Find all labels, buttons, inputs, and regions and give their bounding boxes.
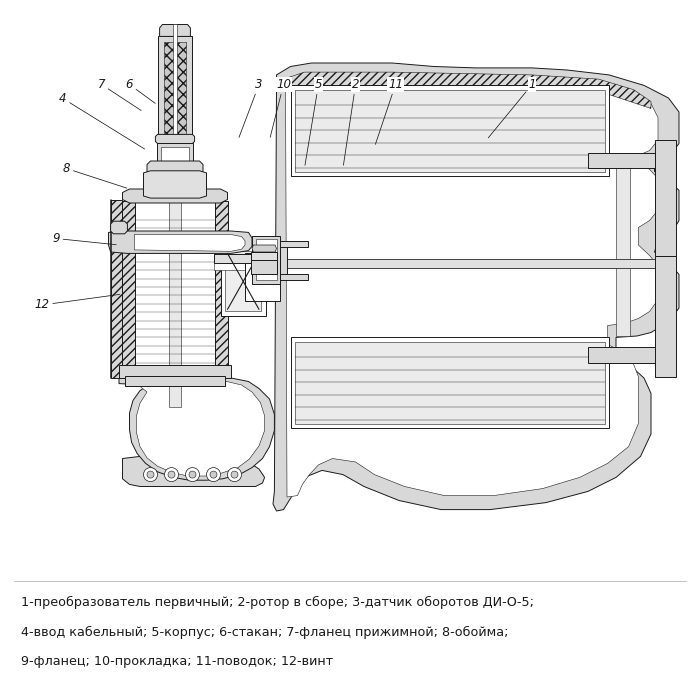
Bar (158, 36, 192, 140)
Bar (256, 239, 276, 280)
Bar (157, 144, 193, 168)
Ellipse shape (147, 471, 154, 478)
Bar (220, 246, 266, 316)
Bar (225, 251, 261, 312)
Polygon shape (134, 234, 245, 251)
Bar (245, 253, 280, 301)
Bar (295, 90, 605, 172)
Ellipse shape (186, 468, 199, 482)
Text: 4: 4 (60, 92, 145, 149)
Text: 9-фланец; 10-прокладка; 11-поводок; 12-винт: 9-фланец; 10-прокладка; 11-поводок; 12-в… (21, 655, 333, 668)
Polygon shape (147, 161, 203, 175)
Text: 12: 12 (34, 295, 120, 312)
Text: 5: 5 (305, 78, 322, 165)
Bar (251, 260, 277, 274)
Polygon shape (286, 72, 651, 108)
Polygon shape (111, 221, 127, 234)
Polygon shape (155, 134, 195, 144)
Text: 11: 11 (375, 78, 403, 144)
Bar (161, 147, 189, 164)
Bar (173, 25, 177, 140)
Bar (169, 168, 181, 407)
Polygon shape (273, 63, 679, 511)
Polygon shape (252, 245, 276, 252)
Bar (654, 140, 675, 256)
Bar (125, 376, 225, 386)
Text: 9: 9 (52, 232, 116, 245)
Ellipse shape (231, 471, 238, 478)
Bar (164, 42, 186, 134)
Ellipse shape (144, 468, 158, 482)
Polygon shape (144, 171, 206, 198)
Bar (251, 252, 277, 260)
Text: 7: 7 (98, 78, 141, 111)
Polygon shape (286, 74, 658, 497)
Text: 1: 1 (489, 78, 536, 138)
Bar (276, 259, 672, 268)
Polygon shape (111, 199, 122, 378)
Ellipse shape (164, 468, 178, 482)
Bar (616, 164, 630, 336)
Text: 10: 10 (270, 78, 291, 137)
Ellipse shape (206, 468, 220, 482)
Text: 2: 2 (344, 78, 359, 165)
Bar (295, 342, 605, 424)
Bar (276, 241, 308, 247)
Bar (276, 241, 287, 280)
Bar (252, 236, 280, 284)
Text: 1-преобразователь первичный; 2-ротор в сборе; 3-датчик оборотов ДИ-О-5;: 1-преобразователь первичный; 2-ротор в с… (21, 596, 534, 610)
Ellipse shape (210, 471, 217, 478)
Bar (119, 365, 231, 378)
Ellipse shape (168, 471, 175, 478)
Bar (214, 254, 280, 270)
Polygon shape (119, 378, 274, 480)
Polygon shape (160, 25, 190, 36)
Bar (214, 254, 280, 262)
Bar (290, 337, 609, 428)
Polygon shape (108, 231, 252, 253)
Text: 3: 3 (239, 78, 262, 137)
Bar (122, 201, 135, 368)
Polygon shape (122, 189, 228, 203)
Ellipse shape (189, 471, 196, 478)
Ellipse shape (228, 468, 241, 482)
Polygon shape (122, 456, 265, 486)
Polygon shape (136, 381, 265, 476)
Text: 4-ввод кабельный; 5-корпус; 6-стакан; 7-фланец прижимной; 8-обойма;: 4-ввод кабельный; 5-корпус; 6-стакан; 7-… (21, 626, 508, 639)
Bar (588, 153, 658, 168)
Bar (654, 256, 675, 377)
Bar (135, 201, 215, 368)
Bar (290, 85, 609, 176)
Bar (588, 347, 658, 363)
Bar (276, 274, 308, 280)
Text: 8: 8 (63, 162, 127, 188)
Text: 6: 6 (126, 78, 155, 104)
Bar (215, 201, 228, 368)
